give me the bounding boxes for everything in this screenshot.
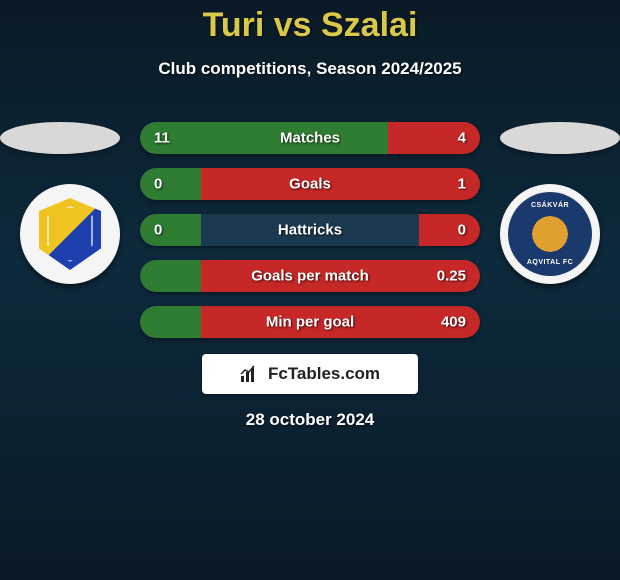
stat-row: Hattricks0 0 <box>140 214 480 246</box>
chart-icon <box>240 365 262 383</box>
page-title: Turi vs Szalai <box>0 0 620 45</box>
stat-value-right: 1 <box>458 176 466 193</box>
stat-value-left: 11 <box>154 130 170 147</box>
stat-value-right: 0 <box>458 222 466 239</box>
stat-value-right: 4 <box>458 130 466 147</box>
date-text: 28 october 2024 <box>0 410 620 430</box>
stat-label: Min per goal <box>140 314 480 331</box>
club-badge-left <box>20 184 120 284</box>
player-right-oval <box>500 122 620 154</box>
crest-right-top-text: CSÁKVÁR <box>531 202 569 209</box>
stat-row: Matches11 4 <box>140 122 480 154</box>
stat-label: Hattricks <box>140 222 480 239</box>
crest-right-bot-text: AQVITAL FC <box>527 259 573 266</box>
club-badge-right: CSÁKVÁR AQVITAL FC <box>500 184 600 284</box>
branding-text: FcTables.com <box>268 364 380 384</box>
stat-row: Min per goal409 <box>140 306 480 338</box>
stats-container: Matches114Goals01Hattricks00Goals per ma… <box>140 122 480 352</box>
stat-value-right: 409 <box>441 314 466 331</box>
subtitle: Club competitions, Season 2024/2025 <box>0 59 620 79</box>
branding-box: FcTables.com <box>202 354 418 394</box>
stat-label: Matches <box>140 130 480 147</box>
crest-right-icon: CSÁKVÁR AQVITAL FC <box>508 192 592 276</box>
stat-value-left: 0 <box>154 176 162 193</box>
stat-value-left: 0 <box>154 222 162 239</box>
stat-row: Goals0 1 <box>140 168 480 200</box>
stat-label: Goals per match <box>140 268 480 285</box>
player-left-oval <box>0 122 120 154</box>
stat-label: Goals <box>140 176 480 193</box>
stat-value-right: 0.25 <box>437 268 466 285</box>
crest-left-icon <box>39 198 101 270</box>
stat-row: Goals per match0.25 <box>140 260 480 292</box>
